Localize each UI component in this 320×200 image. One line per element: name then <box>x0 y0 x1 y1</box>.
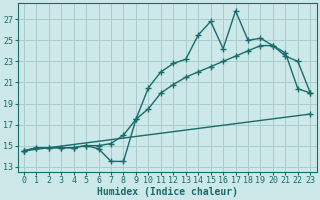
X-axis label: Humidex (Indice chaleur): Humidex (Indice chaleur) <box>97 186 237 197</box>
